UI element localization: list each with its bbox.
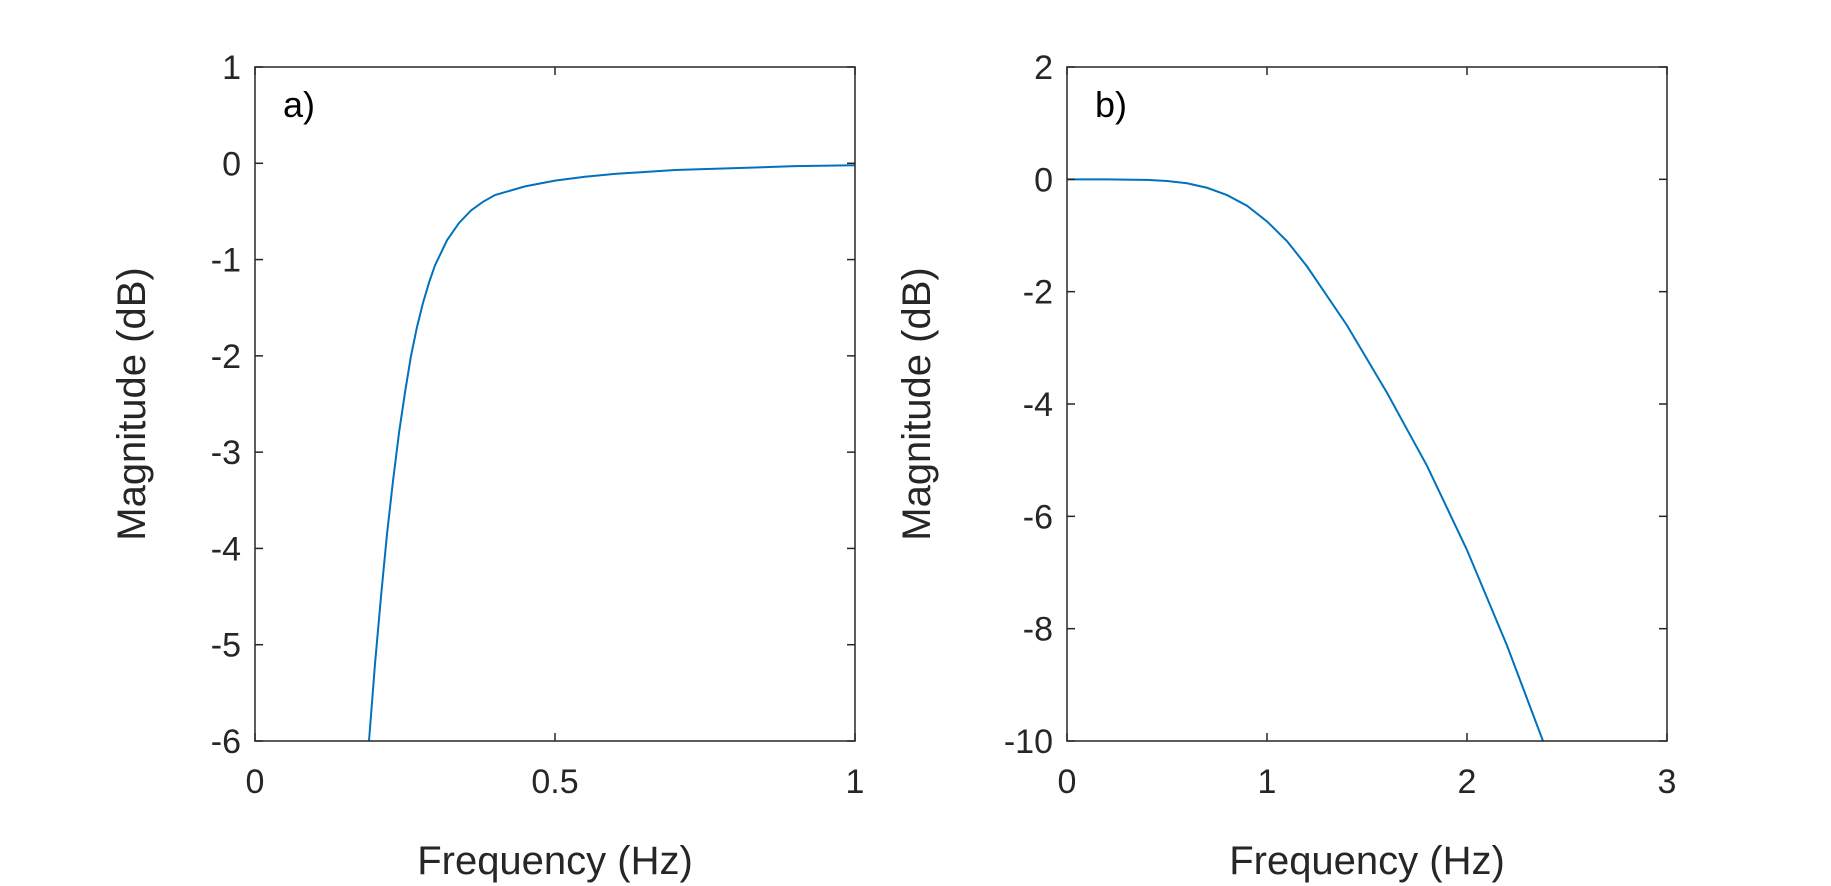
y-tick-label: 2 — [1034, 49, 1053, 87]
y-axis-label: Magnitude (dB) — [110, 267, 154, 540]
x-tick-label: 0 — [246, 763, 265, 801]
y-axis-label: Magnitude (dB) — [895, 267, 939, 540]
x-axis-label: Frequency (Hz) — [417, 839, 693, 883]
series-line — [368, 164, 855, 741]
series-line — [1067, 178, 1544, 741]
panel-label: a) — [283, 84, 315, 125]
y-tick-label: -3 — [211, 434, 241, 472]
panel-label: b) — [1095, 84, 1127, 125]
x-axis-label: Frequency (Hz) — [1229, 839, 1505, 883]
y-tick-label: 0 — [222, 145, 241, 183]
y-tick-label: -4 — [1023, 386, 1053, 424]
x-tick-label: 1 — [846, 763, 865, 801]
y-tick-label: -6 — [211, 723, 241, 761]
y-tick-label: -10 — [1004, 723, 1053, 761]
y-tick-label: -8 — [1023, 611, 1053, 649]
y-tick-label: 0 — [1034, 161, 1053, 199]
axes-box — [1066, 66, 1668, 742]
y-tick-label: -2 — [1023, 274, 1053, 312]
panel-b: 0 1 2 3 -10 -8 -6 -4 -2 0 2 Frequency (Hz) Magnitude… — [895, 49, 1676, 883]
panel-a: 0 0.5 1 -6 -5 -4 -3 -2 -1 0 1 Frequency (Hz) Magnitu… — [110, 49, 864, 883]
y-tick-label: -6 — [1023, 498, 1053, 536]
y-tick-label: -1 — [211, 242, 241, 280]
x-tick-label: 1 — [1258, 763, 1277, 801]
y-tick-label: -4 — [211, 530, 241, 568]
y-tick-label: -5 — [211, 627, 241, 665]
x-tick-label: 2 — [1458, 763, 1477, 801]
x-tick-label: 0.5 — [531, 763, 578, 801]
x-tick-label: 0 — [1058, 763, 1077, 801]
y-tick-label: -2 — [211, 338, 241, 376]
x-tick-label: 3 — [1658, 763, 1677, 801]
y-tick-label: 1 — [222, 49, 241, 87]
